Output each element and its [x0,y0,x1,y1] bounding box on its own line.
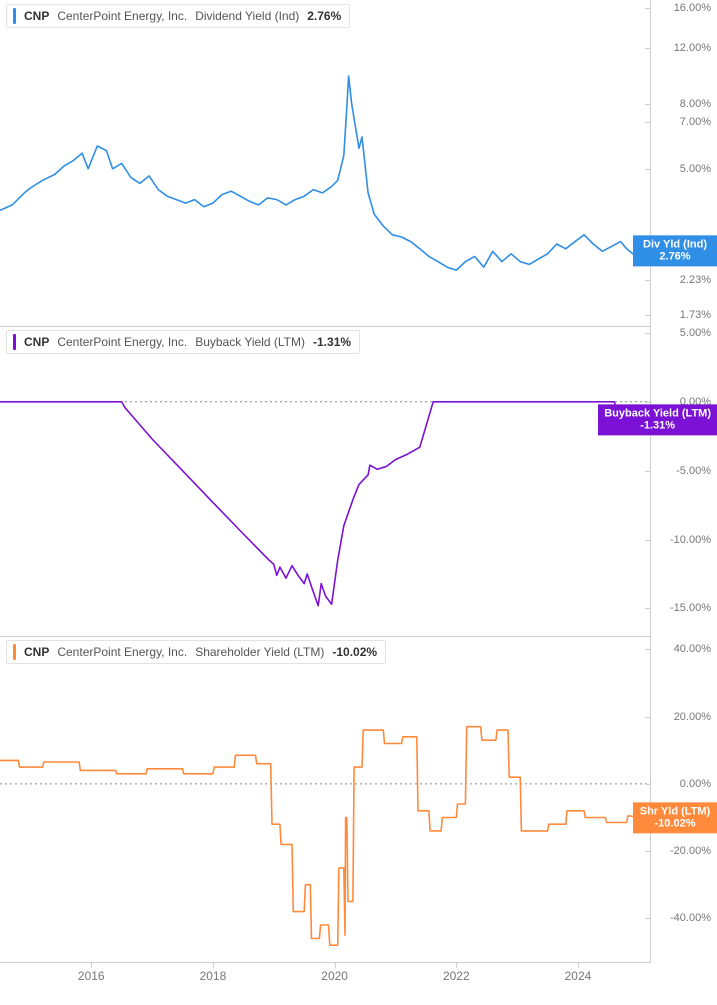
y-tick-label: 8.00% [680,98,711,110]
x-tick-label: 2016 [78,969,105,983]
plot-area[interactable] [0,326,651,636]
y-axis: -40.00%-20.00%0.00%20.00%40.00%Shr Yld (… [651,636,717,962]
legend-ticker: CNP [24,645,49,659]
y-tick-label: 40.00% [674,643,711,655]
y-tick-label: -20.00% [670,845,711,857]
legend-company: CenterPoint Energy, Inc. [57,335,187,349]
legend-metric: Buyback Yield (LTM) [195,335,305,349]
legend-box[interactable]: CNP CenterPoint Energy, Inc. Shareholder Y… [6,640,386,664]
y-tick-label: -15.00% [670,602,711,614]
y-tick-label: 2.23% [680,274,711,286]
legend-company: CenterPoint Energy, Inc. [57,9,187,23]
y-tick-label: 0.00% [680,778,711,790]
x-tick-label: 2024 [565,969,592,983]
legend-color-tick [13,644,16,660]
y-tick-label: 1.73% [680,309,711,321]
y-tick-label: 5.00% [680,327,711,339]
legend-color-tick [13,334,16,350]
value-flag: Shr Yld (LTM)-10.02% [633,802,717,833]
chart-stage: 1.73% 2.23% 5.00% 7.00% 8.00% 12.00% 16.00% Div… [0,0,717,1005]
series-line [0,76,645,270]
legend-value: -1.31% [313,335,351,349]
legend-metric: Dividend Yield (Ind) [195,9,299,23]
legend-box[interactable]: CNP CenterPoint Energy, Inc. Buyback Yield… [6,330,360,354]
legend-value: -10.02% [332,645,377,659]
y-tick-label: 12.00% [674,42,711,54]
y-tick-label: -5.00% [676,465,711,477]
y-tick-label: -10.00% [670,534,711,546]
y-tick-label: 16.00% [674,2,711,14]
legend-company: CenterPoint Energy, Inc. [57,645,187,659]
x-tick-label: 2020 [321,969,348,983]
value-flag: Div Yld (Ind)2.76% [633,235,717,266]
plot-area[interactable] [0,636,651,962]
x-tick-label: 2018 [200,969,227,983]
value-flag: Buyback Yield (LTM)-1.31% [598,404,717,435]
y-tick-label: 5.00% [680,163,711,175]
x-axis: 2016 2018 2020 2022 2024 [0,962,651,1005]
y-tick-label: 7.00% [680,116,711,128]
series-line [0,402,645,606]
y-tick-label: 20.00% [674,711,711,723]
y-tick-label: -40.00% [670,912,711,924]
legend-color-tick [13,8,16,24]
legend-box[interactable]: CNP CenterPoint Energy, Inc. Dividend Yiel… [6,4,350,28]
legend-value: 2.76% [307,9,341,23]
y-axis: 1.73%2.23%5.00%7.00%8.00%12.00%16.00%Div… [651,0,717,326]
plot-area[interactable] [0,0,651,326]
legend-ticker: CNP [24,9,49,23]
x-tick-label: 2022 [443,969,470,983]
panel-buyback-yield[interactable]: -15.00%-10.00%-5.00%0.00%5.00%Buyback Yi… [0,326,717,636]
panel-shareholder-yield[interactable]: -40.00% -20.00% 0.00% 20.00% 40.00% Shr Yld (… [0,636,717,962]
legend-metric: Shareholder Yield (LTM) [195,645,324,659]
panel-div-yield[interactable]: 1.73% 2.23% 5.00% 7.00% 8.00% 12.00% 16.00% Div… [0,0,717,326]
y-axis: -15.00%-10.00%-5.00%0.00%5.00%Buyback Yi… [651,326,717,636]
legend-ticker: CNP [24,335,49,349]
series-line [0,727,645,946]
